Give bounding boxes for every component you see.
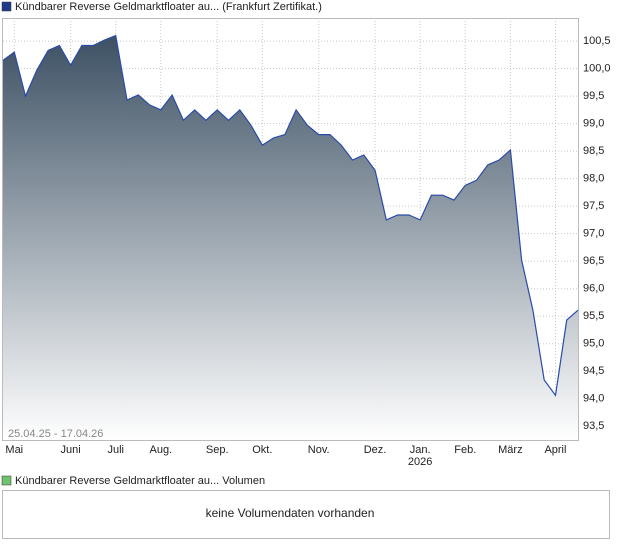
y-tick-label: 95,5 xyxy=(583,310,604,322)
x-tick-label: April xyxy=(544,444,566,456)
x-tick-label: März xyxy=(498,444,522,456)
volume-message: keine Volumendaten vorhanden xyxy=(206,506,375,520)
volume-legend-label: Kündbarer Reverse Geldmarktfloater au...… xyxy=(15,475,265,487)
volume-legend-swatch xyxy=(1,475,12,486)
price-area xyxy=(3,35,578,440)
y-tick-label: 96,5 xyxy=(583,255,604,267)
x-tick-sublabel: 2026 xyxy=(408,456,432,468)
x-tick-label: Juli xyxy=(107,444,124,456)
y-tick-label: 98,0 xyxy=(583,173,604,185)
x-tick-label: Jan. xyxy=(410,444,431,456)
plot-frame xyxy=(2,18,579,441)
x-tick-label: Mai xyxy=(5,444,23,456)
y-tick-label: 94,0 xyxy=(583,393,604,405)
x-tick-label: Dez. xyxy=(364,444,387,456)
x-tick-label: Okt. xyxy=(252,444,272,456)
y-tick-label: 98,5 xyxy=(583,145,604,157)
y-tick-label: 97,0 xyxy=(583,228,604,240)
y-tick-label: 99,5 xyxy=(583,90,604,102)
x-tick-label: Feb. xyxy=(454,444,476,456)
price-line xyxy=(2,34,579,397)
y-tick-label: 97,5 xyxy=(583,200,604,212)
x-tick-label: Sep. xyxy=(206,444,229,456)
x-tick-label: Juni xyxy=(61,444,81,456)
y-tick-label: 94,5 xyxy=(583,365,604,377)
y-tick-label: 95,0 xyxy=(583,338,604,350)
y-tick-label: 99,0 xyxy=(583,118,604,130)
y-tick-label: 93,5 xyxy=(583,420,604,432)
date-range: 25.04.25 - 17.04.26 xyxy=(8,428,103,440)
legend-label: Kündbarer Reverse Geldmarktfloater au...… xyxy=(15,1,322,13)
x-tick-label: Nov. xyxy=(308,444,330,456)
y-tick-label: 100,0 xyxy=(583,63,611,75)
legend-swatch xyxy=(1,1,12,12)
volume-frame xyxy=(2,490,610,539)
y-tick-label: 100,5 xyxy=(583,35,611,47)
x-tick-label: Aug. xyxy=(150,444,173,456)
y-tick-label: 96,0 xyxy=(583,283,604,295)
